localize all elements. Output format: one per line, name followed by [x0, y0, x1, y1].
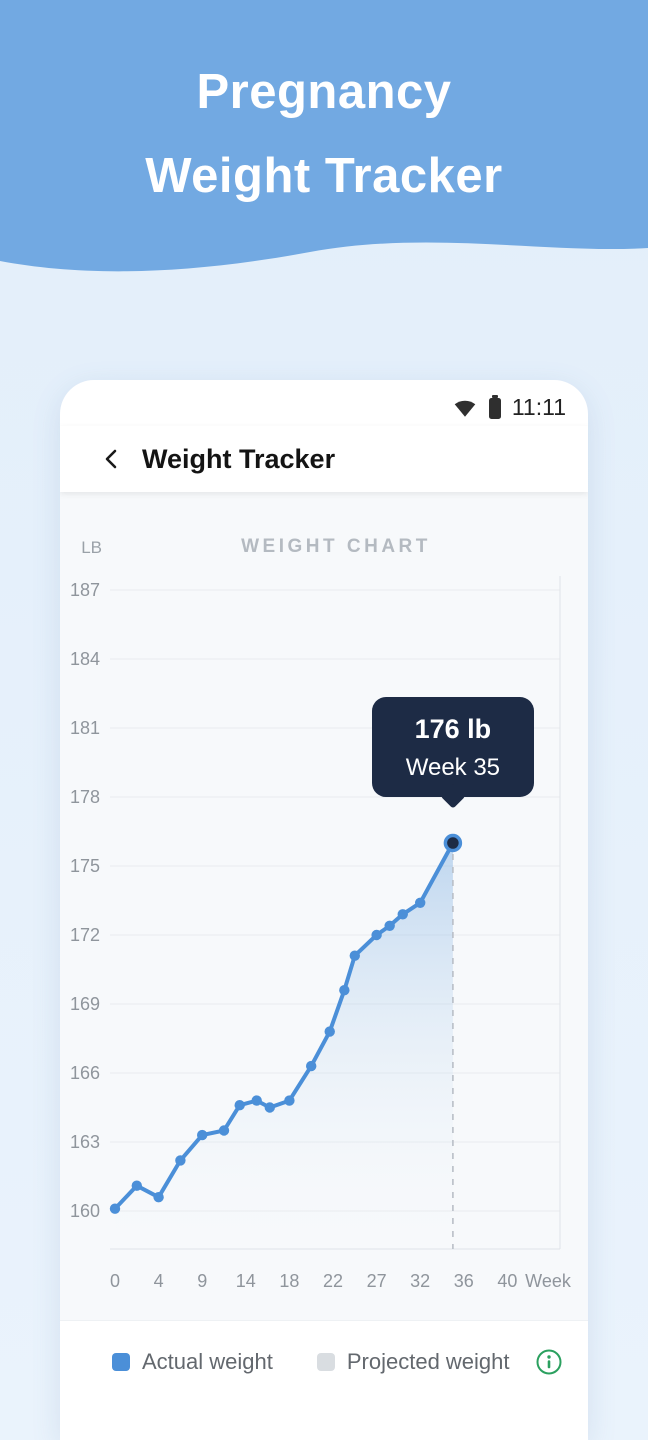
info-icon: [536, 1349, 562, 1375]
app-banner: Pregnancy Weight Tracker: [0, 0, 648, 225]
tooltip-week: Week 35: [405, 754, 501, 781]
svg-text:178: 178: [70, 787, 100, 807]
projected-weight-label: Projected weight: [346, 1349, 510, 1374]
svg-text:160: 160: [70, 1201, 100, 1221]
projected-weight-swatch: [316, 1353, 335, 1371]
svg-text:187: 187: [70, 580, 100, 600]
svg-text:0: 0: [110, 1271, 120, 1291]
svg-text:4: 4: [154, 1271, 164, 1291]
status-bar: 11:11: [452, 392, 566, 422]
actual-weight-label: Actual weight: [142, 1349, 273, 1374]
back-button[interactable]: [92, 439, 132, 479]
svg-text:27: 27: [367, 1271, 387, 1291]
svg-text:166: 166: [70, 1063, 100, 1083]
svg-text:163: 163: [70, 1132, 100, 1152]
wifi-icon: [454, 400, 476, 417]
svg-text:18: 18: [279, 1271, 299, 1291]
svg-text:40: 40: [497, 1271, 517, 1291]
chart-legend: Actual weight Projected weight: [60, 1342, 588, 1382]
svg-text:32: 32: [410, 1271, 430, 1291]
banner-wave: [0, 224, 648, 272]
svg-text:Week: Week: [525, 1271, 572, 1291]
app-header: Weight Tracker: [60, 426, 588, 492]
svg-text:9: 9: [197, 1271, 207, 1291]
svg-text:22: 22: [323, 1271, 343, 1291]
status-time: 11:11: [511, 393, 566, 420]
svg-text:172: 172: [70, 925, 100, 945]
tooltip-weight: 176 lb: [414, 714, 492, 744]
svg-text:169: 169: [70, 994, 100, 1014]
chart-title: WEIGHT CHART: [241, 536, 431, 557]
svg-text:184: 184: [70, 649, 100, 669]
page-title: Weight Tracker: [142, 443, 336, 474]
svg-text:181: 181: [70, 718, 100, 738]
back-chevron-icon: [105, 449, 117, 469]
info-button[interactable]: [534, 1347, 564, 1377]
banner-title: Pregnancy Weight Tracker: [0, 0, 648, 218]
svg-text:175: 175: [70, 856, 100, 876]
battery-icon: [488, 395, 501, 419]
y-axis-unit-label: LB: [81, 538, 102, 557]
svg-text:36: 36: [454, 1271, 474, 1291]
banner-title-line1: Pregnancy: [196, 65, 452, 119]
banner-title-line2: Weight Tracker: [145, 149, 503, 203]
chart-tooltip: 176 lb Week 35: [371, 697, 534, 797]
actual-weight-swatch: [112, 1353, 130, 1371]
weight-line-chart[interactable]: 187 184 181 178 175 172 169 166 163 160 0 4 9 14 18 22 2…: [60, 552, 588, 1322]
phone-card: 11:11 Weight Tracker LB WEIGHT CHART 187…: [60, 380, 588, 1440]
svg-text:14: 14: [236, 1271, 256, 1291]
chart-section: LB WEIGHT CHART 187 184 181 178 175 172 169 166…: [60, 492, 588, 1321]
